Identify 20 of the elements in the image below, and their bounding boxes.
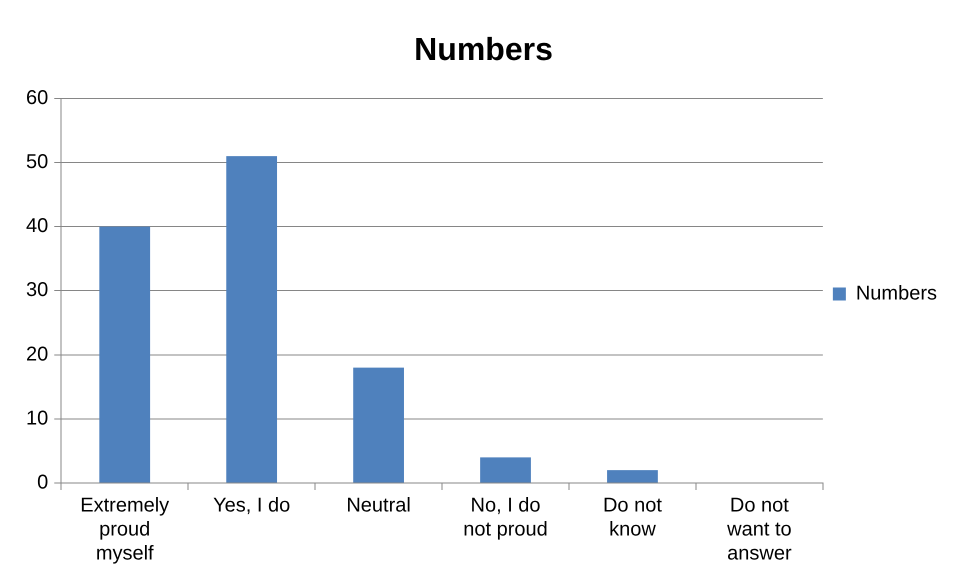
chart-title: Numbers [414, 31, 553, 68]
bar [607, 470, 658, 482]
x-tick-label: Yes, I do [213, 494, 290, 517]
bar [99, 226, 150, 482]
y-tick-label: 50 [26, 151, 48, 174]
bar [353, 368, 404, 482]
x-tick-label: No, I do not proud [463, 494, 548, 541]
x-tick-label: Do not want to answer [726, 494, 792, 565]
y-tick-label: 40 [26, 215, 48, 238]
bar [226, 156, 278, 482]
y-tick-label: 10 [26, 407, 48, 430]
x-tick-label: Extremely proud myself [80, 494, 170, 565]
y-tick-label: 60 [26, 86, 48, 109]
y-tick-label: 30 [26, 279, 48, 302]
y-tick-label: 20 [26, 343, 48, 366]
y-tick-label: 0 [37, 472, 48, 494]
legend-label: Numbers [856, 282, 938, 305]
x-tick-label: Do not know [602, 494, 662, 541]
x-tick-label: Neutral [346, 494, 411, 517]
bar [480, 457, 531, 482]
